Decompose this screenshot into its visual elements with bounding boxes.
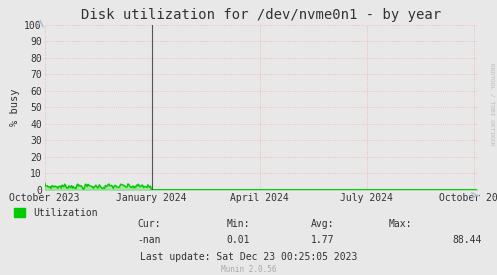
Text: Avg:: Avg: bbox=[311, 219, 335, 229]
Y-axis label: % busy: % busy bbox=[10, 89, 20, 126]
Text: 0.01: 0.01 bbox=[227, 235, 250, 245]
Legend: Utilization: Utilization bbox=[10, 204, 102, 222]
Text: -nan: -nan bbox=[137, 235, 161, 245]
Title: Disk utilization for /dev/nvme0n1 - by year: Disk utilization for /dev/nvme0n1 - by y… bbox=[81, 8, 441, 22]
Text: Cur:: Cur: bbox=[137, 219, 161, 229]
Text: Min:: Min: bbox=[227, 219, 250, 229]
Text: RRDTOOL / TOBI OETIKER: RRDTOOL / TOBI OETIKER bbox=[490, 63, 495, 146]
Text: Max:: Max: bbox=[389, 219, 413, 229]
Text: Last update: Sat Dec 23 00:25:05 2023: Last update: Sat Dec 23 00:25:05 2023 bbox=[140, 252, 357, 262]
Text: 88.44: 88.44 bbox=[453, 235, 482, 245]
Text: Munin 2.0.56: Munin 2.0.56 bbox=[221, 265, 276, 274]
Text: 1.77: 1.77 bbox=[311, 235, 335, 245]
